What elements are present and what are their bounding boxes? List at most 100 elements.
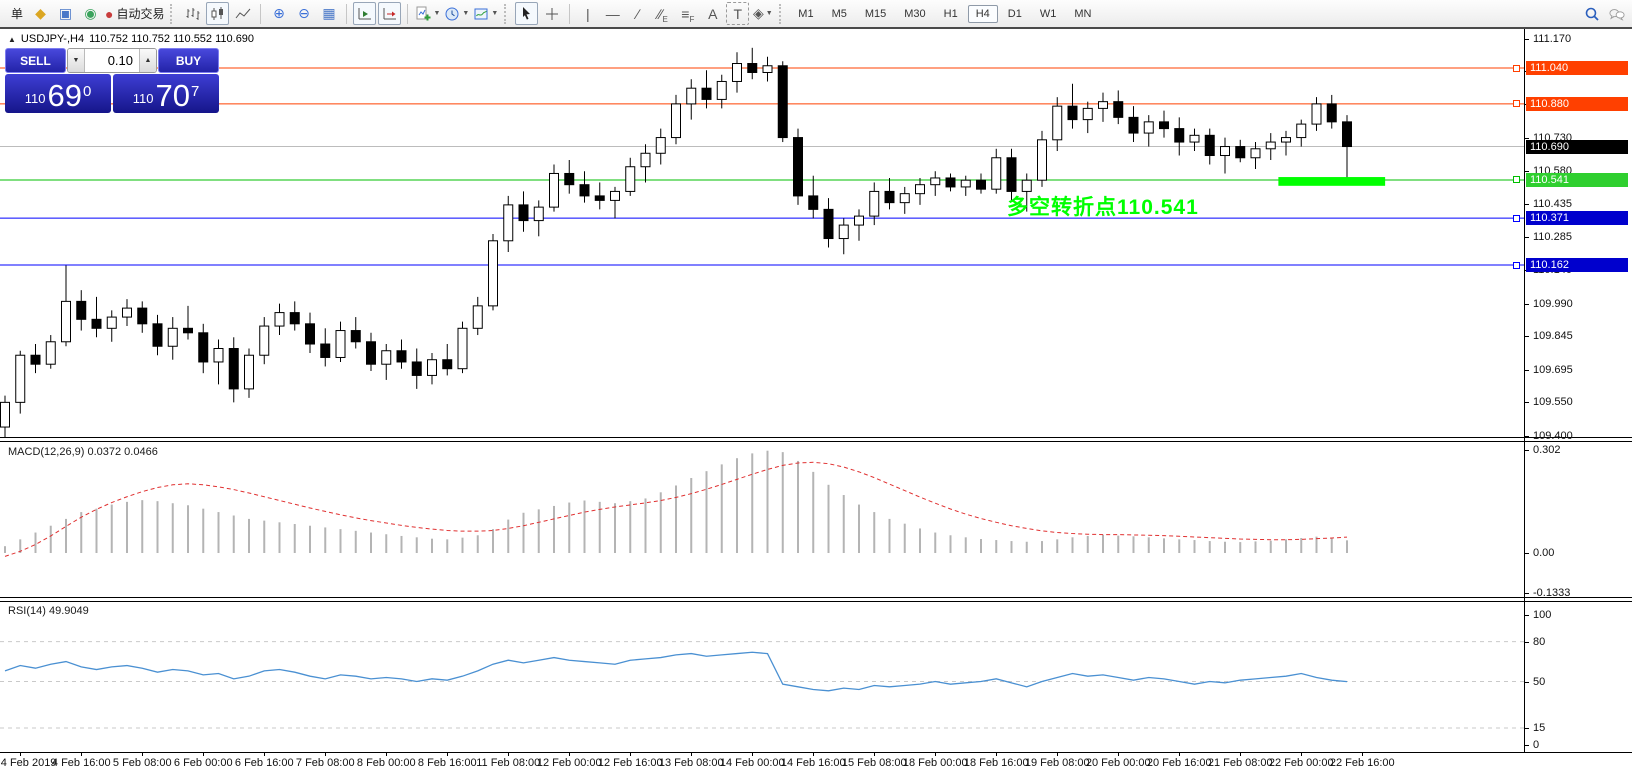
macd-indicator-pane[interactable] [0, 441, 1524, 597]
rsi-tick-label[interactable]: 15 [1533, 722, 1546, 735]
pane-splitter[interactable] [0, 437, 1632, 438]
level-line-handle[interactable] [1513, 214, 1520, 222]
text-label-icon[interactable]: T [726, 2, 750, 25]
price-tick-label[interactable]: 109.400 [1533, 430, 1573, 443]
timeframe-button-m1[interactable]: M1 [798, 7, 814, 20]
time-axis-label[interactable]: 18 Feb 16:00 [963, 757, 1029, 769]
time-axis-label[interactable]: 12 Feb 16:00 [597, 757, 663, 769]
dropdown-arrow-icon[interactable]: ▼ [462, 10, 470, 17]
rsi-tick-label[interactable]: 50 [1533, 675, 1546, 688]
pane-splitter[interactable] [0, 597, 1632, 598]
dropdown-arrow-icon[interactable]: ▼ [765, 10, 773, 17]
arrows-icon[interactable]: ◈ ▼ [752, 5, 773, 21]
templates-icon[interactable]: ▼ [472, 2, 499, 25]
volume-decrease-button[interactable]: ▼ [68, 49, 85, 72]
fibonacci-icon[interactable]: ≡ F [681, 5, 695, 25]
time-axis-label[interactable]: 11 Feb 08:00 [476, 757, 541, 769]
collapse-quote-panel-icon[interactable]: ▲ [8, 34, 16, 44]
timeframe-button-d1[interactable]: D1 [1007, 7, 1022, 20]
rsi-tick-label[interactable]: 0 [1533, 739, 1540, 751]
support-highlight-bar[interactable] [1278, 177, 1386, 186]
time-axis-label[interactable]: 20 Feb 16:00 [1146, 757, 1212, 769]
time-axis-label[interactable]: 22 Feb 16:00 [1329, 757, 1395, 769]
new-order-button[interactable]: 单 [10, 7, 23, 21]
volume-increase-button[interactable]: ▲ [139, 49, 156, 72]
crosshair-icon[interactable] [540, 2, 563, 25]
timeframe-button-m15[interactable]: M15 [864, 7, 887, 20]
timeframe-button-mn[interactable]: MN [1074, 7, 1092, 20]
time-axis-label[interactable]: 7 Feb 08:00 [295, 757, 355, 769]
price-tick-label[interactable]: 109.695 [1533, 363, 1573, 376]
timeframe-button-h4[interactable]: H4 [967, 4, 998, 23]
pane-splitter[interactable] [0, 441, 1632, 442]
time-axis-label[interactable]: 20 Feb 00:00 [1085, 757, 1151, 769]
volume-input[interactable]: 0.10 [107, 53, 133, 68]
price-tick-label[interactable]: 110.285 [1533, 231, 1572, 244]
chat-icon[interactable] [1605, 2, 1628, 25]
indicators-icon[interactable]: ▼ [414, 2, 441, 25]
rsi-tick-label[interactable]: 80 [1533, 635, 1546, 648]
time-axis-label[interactable]: 13 Feb 08:00 [658, 757, 724, 769]
time-axis-label[interactable]: 6 Feb 16:00 [234, 757, 294, 769]
level-line-handle[interactable] [1513, 176, 1520, 184]
periods-icon[interactable]: ▼ [443, 2, 470, 25]
buy-button[interactable]: BUY [158, 48, 219, 73]
macd-tick-label[interactable]: -0.1333 [1533, 587, 1571, 599]
macd-tick-label[interactable]: 0.00 [1533, 547, 1555, 559]
equidistant-channel-icon[interactable]: ∕∕ E [657, 5, 668, 25]
chart-shift-icon[interactable] [378, 2, 402, 25]
time-axis-label[interactable]: 18 Feb 00:00 [902, 757, 968, 769]
price-tick-label[interactable]: 109.845 [1533, 330, 1573, 343]
auto-scroll-icon[interactable] [353, 2, 377, 25]
metaeditor-icon[interactable]: ◆ [35, 5, 46, 21]
rsi-indicator-pane[interactable] [0, 601, 1524, 752]
price-chart-pane[interactable] [0, 29, 1524, 437]
time-axis-label[interactable]: 4 Feb 2019 [0, 757, 57, 769]
horizontal-line-icon[interactable]: — [605, 5, 620, 22]
level-line-handle[interactable] [1513, 261, 1520, 269]
time-axis-label[interactable]: 12 Feb 00:00 [536, 757, 602, 769]
time-axis-label[interactable]: 8 Feb 00:00 [356, 757, 416, 769]
trendline-icon[interactable]: ∕ [636, 5, 639, 22]
cursor-icon[interactable] [515, 2, 539, 25]
price-tick-label[interactable]: 109.990 [1533, 297, 1573, 310]
vertical-line-icon[interactable]: | [585, 5, 590, 22]
price-tick-label[interactable]: 111.170 [1533, 32, 1572, 45]
time-axis-label[interactable]: 14 Feb 16:00 [780, 757, 846, 769]
zoom-in-icon[interactable]: ⊕ [273, 5, 285, 21]
time-axis-label[interactable]: 4 Feb 16:00 [51, 757, 111, 769]
time-axis-label[interactable]: 5 Feb 08:00 [112, 757, 172, 769]
sell-button[interactable]: SELL [5, 48, 66, 73]
zoom-out-icon[interactable]: ⊖ [298, 5, 310, 21]
price-tick-label[interactable]: 110.435 [1533, 197, 1572, 210]
bar-chart-icon[interactable] [181, 2, 204, 25]
time-axis-label[interactable]: 14 Feb 00:00 [719, 757, 785, 769]
time-axis-label[interactable]: 19 Feb 08:00 [1024, 757, 1090, 769]
dropdown-arrow-icon[interactable]: ▼ [491, 10, 499, 17]
bid-price-display[interactable]: 110 69 0 [5, 74, 111, 113]
ask-price-display[interactable]: 110 70 7 [113, 74, 219, 113]
timeframe-button-m30[interactable]: M30 [904, 7, 926, 20]
text-icon[interactable]: A [708, 5, 718, 22]
tile-windows-icon[interactable]: ▦ [322, 5, 336, 21]
timeframe-button-m5[interactable]: M5 [831, 7, 847, 20]
time-axis-label[interactable]: 8 Feb 16:00 [417, 757, 477, 769]
level-line-handle[interactable] [1513, 100, 1520, 108]
time-axis-label[interactable]: 6 Feb 00:00 [173, 757, 233, 769]
timeframe-button-w1[interactable]: W1 [1039, 7, 1057, 20]
pane-splitter[interactable] [0, 601, 1632, 602]
timeframe-button-h1[interactable]: H1 [943, 7, 958, 20]
dropdown-arrow-icon[interactable]: ▼ [433, 10, 441, 17]
time-axis-label[interactable]: 15 Feb 08:00 [841, 757, 907, 769]
rsi-tick-label[interactable]: 100 [1533, 609, 1552, 621]
candlestick-chart-icon[interactable] [206, 2, 230, 25]
time-axis-label[interactable]: 22 Feb 00:00 [1268, 757, 1334, 769]
time-axis-label[interactable]: 21 Feb 08:00 [1207, 757, 1273, 769]
macd-tick-label[interactable]: 0.302 [1533, 444, 1561, 456]
price-tick-label[interactable]: 109.550 [1533, 396, 1573, 409]
signals-icon[interactable]: ◉ [84, 5, 97, 21]
level-line-handle[interactable] [1513, 64, 1520, 72]
autotrading-icon[interactable]: ● 自动交易 [105, 5, 165, 22]
terminal-icon[interactable]: ▣ [58, 5, 73, 21]
search-icon[interactable] [1580, 2, 1603, 25]
